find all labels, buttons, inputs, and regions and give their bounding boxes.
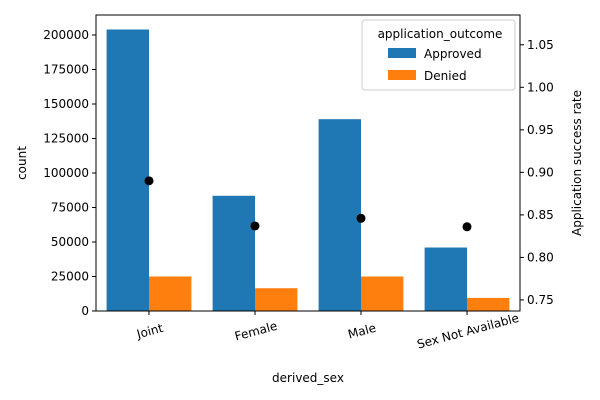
y2-tick-label: 0.95 — [527, 123, 554, 137]
bar-denied-3 — [467, 297, 510, 311]
y-axis-label: count — [15, 146, 29, 180]
bar-denied-2 — [361, 276, 404, 311]
y2-tick-label: 0.80 — [527, 250, 554, 264]
bar-denied-1 — [255, 288, 298, 311]
legend-label-denied: Denied — [424, 69, 467, 83]
legend-swatch-denied — [388, 70, 416, 80]
y2-tick-label: 1.05 — [527, 38, 554, 52]
x-axis-ticks: Joint Female Male Sex Not Available — [134, 311, 520, 352]
y-tick-label: 25000 — [51, 270, 89, 284]
y-tick-label: 50000 — [51, 235, 89, 249]
bar-approved-1 — [212, 195, 255, 311]
y2-axis-label: Application success rate — [570, 90, 584, 236]
legend-label-approved: Approved — [424, 47, 482, 61]
x-axis-label: derived_sex — [272, 371, 344, 385]
y2-tick-label: 0.75 — [527, 293, 554, 307]
legend: application_outcome Approved Denied — [361, 19, 516, 91]
legend-title: application_outcome — [378, 27, 503, 41]
y2-tick-label: 0.85 — [527, 208, 554, 222]
success-rate-point-2 — [356, 213, 366, 223]
y-tick-label: 150000 — [43, 97, 89, 111]
x-tick-label: Male — [346, 321, 377, 342]
bar-approved-0 — [106, 29, 149, 312]
y2-axis-ticks: 0.75 0.80 0.85 0.90 0.95 1.00 1.05 — [520, 38, 554, 307]
x-tick-label: Sex Not Available — [416, 311, 521, 352]
y-tick-label: 175000 — [43, 63, 89, 77]
y2-tick-label: 0.90 — [527, 165, 554, 179]
x-tick-label: Joint — [134, 321, 164, 342]
y-tick-label: 125000 — [43, 132, 89, 146]
y-tick-label: 0 — [81, 304, 89, 318]
bars-layer — [106, 29, 510, 312]
bar-denied-0 — [149, 276, 192, 311]
bar-approved-2 — [318, 119, 361, 311]
plot-frame — [95, 14, 521, 312]
legend-swatch-approved — [388, 48, 416, 58]
y-axis-ticks: 0 25000 50000 75000 100000 125000 150000 175000… — [43, 28, 96, 318]
y-tick-label: 100000 — [43, 166, 89, 180]
success-rate-point-3 — [462, 222, 472, 232]
y-tick-label: 200000 — [43, 28, 89, 42]
success-rate-point-1 — [250, 221, 260, 231]
y-tick-label: 75000 — [51, 201, 89, 215]
success-rate-points-layer — [144, 176, 472, 232]
success-rate-point-0 — [144, 176, 154, 186]
x-tick-label: Female — [233, 319, 279, 344]
bar-approved-3 — [424, 247, 467, 311]
y2-tick-label: 1.00 — [527, 80, 554, 94]
